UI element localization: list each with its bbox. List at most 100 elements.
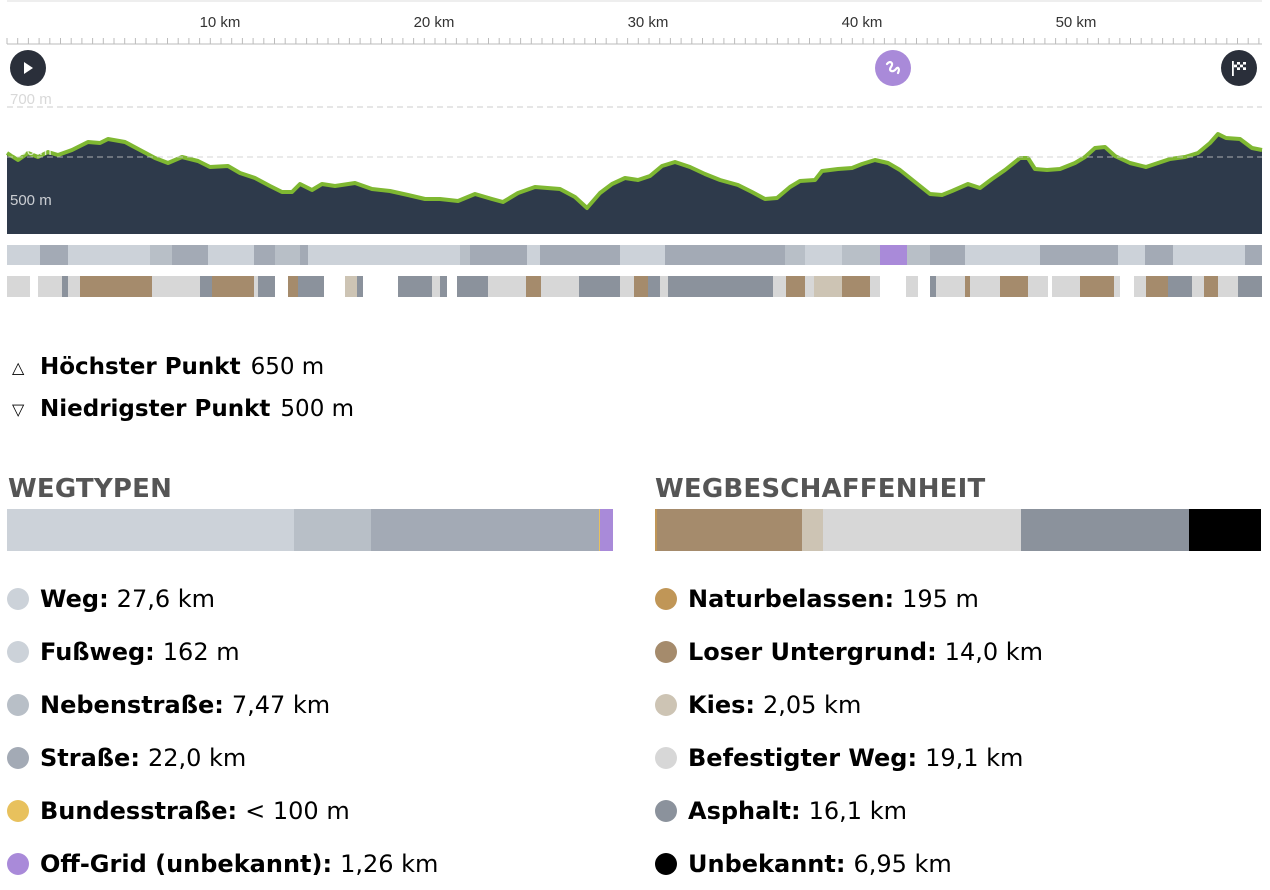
km-tick-label: 40 km xyxy=(842,14,883,31)
elevation-label-600: 600 m xyxy=(10,142,52,159)
strip-segment xyxy=(1048,276,1052,297)
strip-segment xyxy=(440,276,447,297)
strip-segment xyxy=(254,245,275,265)
waytypes-stacked-bar[interactable] xyxy=(7,509,613,551)
lowest-point-label: Niedrigster Punkt xyxy=(40,396,271,422)
offgrid-squiggle-icon xyxy=(885,61,900,75)
strip-segment xyxy=(1168,276,1192,297)
elevation-stats: △ Höchster Punkt 650 m ▽ Niedrigster Pun… xyxy=(12,346,354,430)
strip-segment xyxy=(172,245,208,265)
strip-segment xyxy=(634,276,648,297)
surface-legend-item[interactable]: Unbekannt: 6,95 km xyxy=(655,837,1043,890)
waytypes-title: WEGTYPEN xyxy=(8,474,173,504)
waytype-legend-item[interactable]: Straße: 22,0 km xyxy=(7,731,438,784)
strip-segment xyxy=(870,276,880,297)
strip-segment xyxy=(324,276,345,297)
strip-segment xyxy=(254,276,258,297)
strip-segment xyxy=(432,276,440,297)
waytype-bar-segment xyxy=(294,509,372,551)
strip-segment xyxy=(805,276,814,297)
start-button[interactable] xyxy=(10,50,46,86)
legend-label: Loser Untergrund: xyxy=(688,637,937,666)
strip-segment xyxy=(526,276,541,297)
highest-point-row: △ Höchster Punkt 650 m xyxy=(12,346,354,388)
waytype-bar-segment xyxy=(599,509,613,551)
surfaces-legend: Naturbelassen: 195 m Loser Untergrund: 14,0… xyxy=(655,572,1043,890)
km-tick-label: 10 km xyxy=(200,14,241,31)
legend-color-dot-icon xyxy=(655,799,677,822)
strip-segment xyxy=(1146,276,1168,297)
surface-legend-item[interactable]: Loser Untergrund: 14,0 km xyxy=(655,625,1043,678)
legend-label: Off-Grid (unbekannt): xyxy=(40,849,333,878)
strip-segment xyxy=(1114,276,1120,297)
strip-segment xyxy=(1134,276,1146,297)
surface-legend-item[interactable]: Asphalt: 16,1 km xyxy=(655,784,1043,837)
strip-segment xyxy=(258,276,275,297)
strip-segment xyxy=(814,276,842,297)
strip-segment xyxy=(212,276,254,297)
highest-point-label: Höchster Punkt xyxy=(40,354,241,380)
legend-value: 19,1 km xyxy=(925,743,1024,772)
waytype-bar-segment xyxy=(599,509,600,551)
strip-segment xyxy=(488,276,526,297)
strip-segment xyxy=(73,245,150,265)
strip-segment xyxy=(288,276,298,297)
km-minor-ticks xyxy=(6,38,1260,44)
strip-segment xyxy=(665,245,785,265)
legend-color-dot-icon xyxy=(7,852,29,875)
lowest-point-value: 500 m xyxy=(280,396,355,422)
waytype-bar-segment xyxy=(292,509,295,551)
strip-segment xyxy=(1000,276,1028,297)
surface-legend-item[interactable]: Naturbelassen: 195 m xyxy=(655,572,1043,625)
triangle-up-icon: △ xyxy=(12,357,25,377)
strip-segment xyxy=(80,276,152,297)
waytype-bar-segment xyxy=(371,509,600,551)
finish-button[interactable] xyxy=(1221,50,1257,86)
legend-label: Nebenstraße: xyxy=(40,690,224,719)
strip-segment xyxy=(275,245,300,265)
surface-legend-item[interactable]: Befestigter Weg: 19,1 km xyxy=(655,731,1043,784)
waytype-legend-item[interactable]: Fußweg: 162 m xyxy=(7,625,438,678)
strip-segment xyxy=(68,276,80,297)
legend-value: 14,0 km xyxy=(944,637,1044,666)
waytype-legend-item[interactable]: Bundesstraße: < 100 m xyxy=(7,784,438,837)
surface-bar-segment xyxy=(801,509,824,551)
strip-segment xyxy=(1173,245,1245,265)
strip-segment xyxy=(38,276,62,297)
strip-segment xyxy=(1204,276,1218,297)
strip-segment xyxy=(300,245,308,265)
strip-segment xyxy=(1120,276,1134,297)
strip-segment xyxy=(907,245,930,265)
strip-segment xyxy=(1040,245,1118,265)
strip-segment xyxy=(457,276,488,297)
lowest-point-row: ▽ Niedrigster Punkt 500 m xyxy=(12,388,354,430)
legend-value: 22,0 km xyxy=(147,743,247,772)
km-tick-label: 20 km xyxy=(414,14,455,31)
strip-segment xyxy=(906,276,918,297)
legend-label: Weg: xyxy=(40,584,109,613)
legend-value: < 100 m xyxy=(245,796,350,825)
waytype-legend-item[interactable]: Nebenstraße: 7,47 km xyxy=(7,678,438,731)
legend-value: 195 m xyxy=(902,584,979,613)
strip-segment xyxy=(786,276,805,297)
legend-color-dot-icon xyxy=(655,746,677,769)
strip-segment xyxy=(460,245,470,265)
legend-label: Kies: xyxy=(688,690,755,719)
waytype-legend-item[interactable]: Weg: 27,6 km xyxy=(7,572,438,625)
legend-color-dot-icon xyxy=(7,693,29,716)
strip-segment xyxy=(805,245,842,265)
strip-segment xyxy=(540,245,620,265)
strip-segment xyxy=(965,245,1040,265)
surface-legend-item[interactable]: Kies: 2,05 km xyxy=(655,678,1043,731)
strip-segment xyxy=(1245,245,1262,265)
offgrid-marker-button[interactable] xyxy=(875,50,911,86)
km-tick-label: 50 km xyxy=(1056,14,1097,31)
surface-bar-segment xyxy=(823,509,1022,551)
waytype-legend-item[interactable]: Off-Grid (unbekannt): 1,26 km xyxy=(7,837,438,890)
strip-segment xyxy=(40,245,68,265)
surfaces-stacked-bar[interactable] xyxy=(655,509,1261,551)
elevation-profile[interactable]: 10 km 20 km 30 km 40 km 50 km 700 m 600 … xyxy=(0,0,1270,310)
strip-segment xyxy=(965,276,970,297)
legend-label: Naturbelassen: xyxy=(688,584,895,613)
strip-segment xyxy=(1052,276,1080,297)
